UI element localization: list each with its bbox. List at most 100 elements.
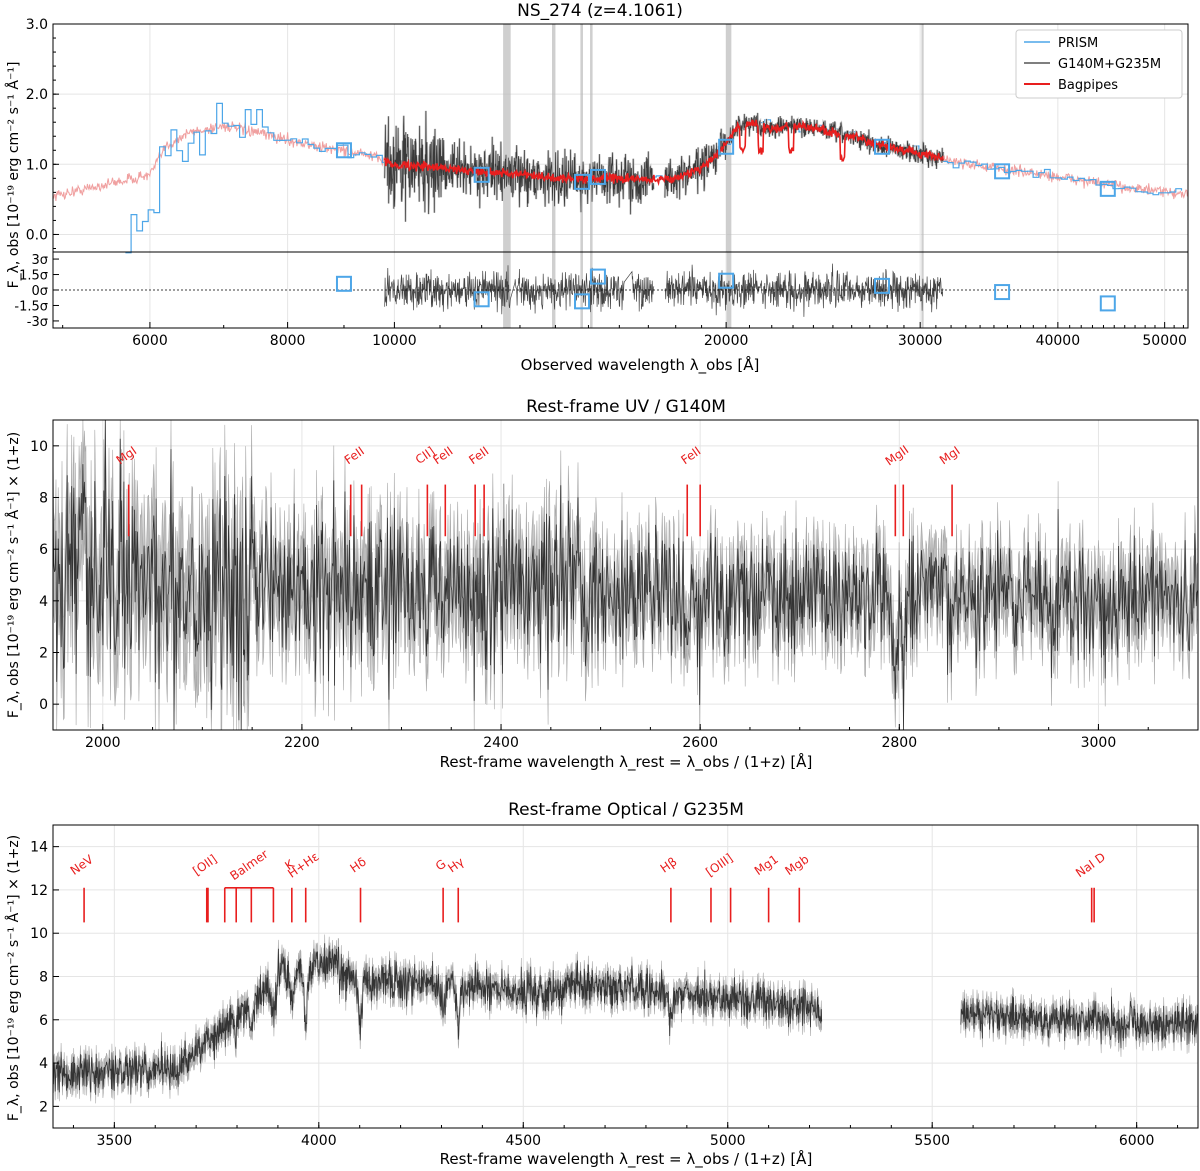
photometry-point bbox=[473, 166, 490, 183]
p1-title: NS_274 (z=4.1061) bbox=[517, 1, 683, 21]
bagpipes-model-red bbox=[943, 155, 1188, 200]
p3-xtick-label: 3500 bbox=[97, 1133, 133, 1149]
residual-trace bbox=[664, 263, 944, 317]
p2-frame bbox=[52, 419, 1199, 731]
p2-ytick-label: 0 bbox=[39, 697, 48, 713]
p1-xtick-label: 8000 bbox=[270, 333, 306, 349]
p2-xtick-label: 2600 bbox=[682, 735, 718, 751]
residual-trace bbox=[384, 265, 655, 315]
p2-ytick-label: 4 bbox=[39, 594, 48, 610]
p1r-ytick-label: 0σ bbox=[31, 284, 48, 299]
panel-uv: MgI FeII CII]FeII FeII FeII MgII MgI 2000 2200 2… bbox=[5, 397, 1199, 772]
legend-box bbox=[1015, 29, 1183, 99]
p1-ylabel: F_λ, obs [10⁻¹⁹ erg cm⁻² s⁻¹ Å⁻¹] bbox=[5, 62, 22, 289]
photometry-point bbox=[874, 138, 891, 155]
p2-line-label: FeII bbox=[430, 444, 455, 467]
p1-xlabel: Observed wavelength λ_obs [Å] bbox=[521, 355, 760, 375]
residual-photometry-point bbox=[994, 284, 1011, 301]
p1-xticks: 6000 8000 10000 20000 30000 40000 50000 bbox=[62, 322, 1187, 349]
p1r-ytick-label: 3σ bbox=[31, 253, 48, 268]
photometry-point bbox=[335, 142, 352, 159]
p2-yticks: 0 2 4 6 8 10 bbox=[30, 439, 59, 713]
panel-optical: NeV [OII] Balmer KH+Hε Hδ GHγ Hβ [OIII] Mg1 Mgb Na… bbox=[5, 800, 1199, 1169]
grating-spectrum-g140m bbox=[384, 110, 654, 222]
photometry-point bbox=[718, 138, 735, 155]
p2-flux-trace bbox=[52, 419, 1199, 731]
p2-line-label: FeII bbox=[678, 444, 703, 467]
residual-photometry-point bbox=[874, 277, 891, 294]
p1-ytick-label: 2.0 bbox=[26, 87, 48, 103]
p1-legend: PRISM G140M+G235M Bagpipes bbox=[1015, 29, 1183, 99]
p1r-ytick-label: -3σ bbox=[27, 315, 48, 330]
p3-line-label: Mgb bbox=[783, 852, 812, 878]
p2-ytick-label: 2 bbox=[39, 646, 48, 662]
p1-xtick-label: 30000 bbox=[898, 333, 943, 349]
p1r-data bbox=[384, 263, 944, 317]
prism-spectrum bbox=[125, 102, 1183, 254]
p2-line-markers: MgI FeII CII]FeII FeII FeII MgII MgI bbox=[114, 443, 963, 537]
p2-line-label: MgI bbox=[937, 444, 963, 468]
p2-line-label: MgI bbox=[114, 444, 140, 468]
residual-photometry-point bbox=[589, 268, 606, 285]
p3-ylabel: F_λ, obs [10⁻¹⁹ erg cm⁻² s⁻¹ Å⁻¹] × (1+z… bbox=[5, 835, 22, 1121]
p2-ylabel: F_λ, obs [10⁻¹⁹ erg cm⁻² s⁻¹ Å⁻¹] × (1+z… bbox=[5, 432, 22, 718]
p1-ytick-label: 3.0 bbox=[26, 17, 48, 33]
p3-xlabel: Rest-frame wavelength λ_rest = λ_obs / (… bbox=[440, 1149, 813, 1169]
p3-line-label: Hδ bbox=[347, 855, 368, 876]
p3-ytick-label: 4 bbox=[39, 1056, 48, 1072]
p3-flux-trace bbox=[52, 943, 823, 1095]
p1-ytick-label: 0.0 bbox=[26, 227, 48, 243]
p1-xtick-label: 10000 bbox=[372, 333, 417, 349]
p3-xticks: 3500 4000 4500 5000 5500 6000 bbox=[72, 1122, 1179, 1149]
p2-line-label: MgII bbox=[883, 443, 912, 469]
p1-ytick-label: 1.0 bbox=[26, 157, 48, 173]
residual-photometry-point bbox=[335, 275, 352, 292]
photometry-point bbox=[574, 173, 591, 190]
p2-line-label: FeII bbox=[466, 444, 491, 467]
p2-xtick-label: 2200 bbox=[284, 735, 320, 751]
p3-ytick-label: 10 bbox=[30, 926, 48, 942]
p2-xtick-label: 2000 bbox=[85, 735, 121, 751]
p3-line-label: NeV bbox=[68, 852, 97, 878]
p1r-photometry bbox=[335, 268, 1116, 312]
legend-label-grating: G140M+G235M bbox=[1058, 57, 1161, 72]
p3-ytick-label: 8 bbox=[39, 970, 48, 986]
panel-observed: 0.0 1.0 2.0 3.0 NS_274 (z=4.1061) PRISM G14… bbox=[26, 1, 1189, 328]
photometry-point bbox=[994, 163, 1011, 180]
p2-line-label: FeII bbox=[342, 444, 367, 467]
p3-ytick-label: 2 bbox=[39, 1099, 48, 1115]
p3-title: Rest-frame Optical / G235M bbox=[508, 800, 744, 820]
p2-xlabel: Rest-frame wavelength λ_rest = λ_obs / (… bbox=[440, 752, 813, 772]
p2-xtick-label: 2400 bbox=[483, 735, 519, 751]
p2-title: Rest-frame UV / G140M bbox=[526, 397, 726, 417]
p3-data bbox=[52, 934, 1199, 1104]
p3-grid bbox=[53, 825, 1198, 1128]
masked-region bbox=[726, 24, 732, 328]
p3-line-label: Hβ bbox=[658, 854, 680, 875]
p3-xtick-label: 5000 bbox=[710, 1133, 746, 1149]
p1-photometry bbox=[335, 138, 1116, 197]
residual-photometry-point bbox=[718, 272, 735, 289]
p3-line-label: Mg1 bbox=[752, 852, 781, 878]
p3-line-label: [OIII] bbox=[703, 851, 735, 879]
p3-ytick-label: 14 bbox=[30, 840, 48, 856]
p1-xtick-label: 20000 bbox=[704, 333, 749, 349]
p1-xtick-label: 50000 bbox=[1142, 333, 1187, 349]
photometry-point bbox=[1099, 180, 1116, 197]
bagpipes-model-blue bbox=[52, 121, 390, 202]
p3-line-label: [OII] bbox=[190, 852, 219, 878]
p3-line-label: Hγ bbox=[445, 855, 466, 876]
p1-xtick-label: 40000 bbox=[1036, 333, 1081, 349]
p2-xtick-label: 3000 bbox=[1081, 735, 1117, 751]
p2-ytick-label: 10 bbox=[30, 439, 48, 455]
residual-photometry-point bbox=[1099, 295, 1116, 312]
p3-xtick-label: 4000 bbox=[301, 1133, 337, 1149]
p2-xticks: 2000 2200 2400 2600 2800 3000 bbox=[52, 724, 1199, 751]
p3-yticks: 2 4 6 8 10 12 14 bbox=[30, 840, 59, 1115]
p3-line-markers: NeV [OII] Balmer KH+Hε Hδ GHγ Hβ [OIII] Mg1 Mgb Na… bbox=[68, 847, 1108, 923]
p2-data bbox=[52, 419, 1199, 731]
p3-ytick-label: 6 bbox=[39, 1013, 48, 1029]
residual-photometry-point bbox=[574, 293, 591, 310]
